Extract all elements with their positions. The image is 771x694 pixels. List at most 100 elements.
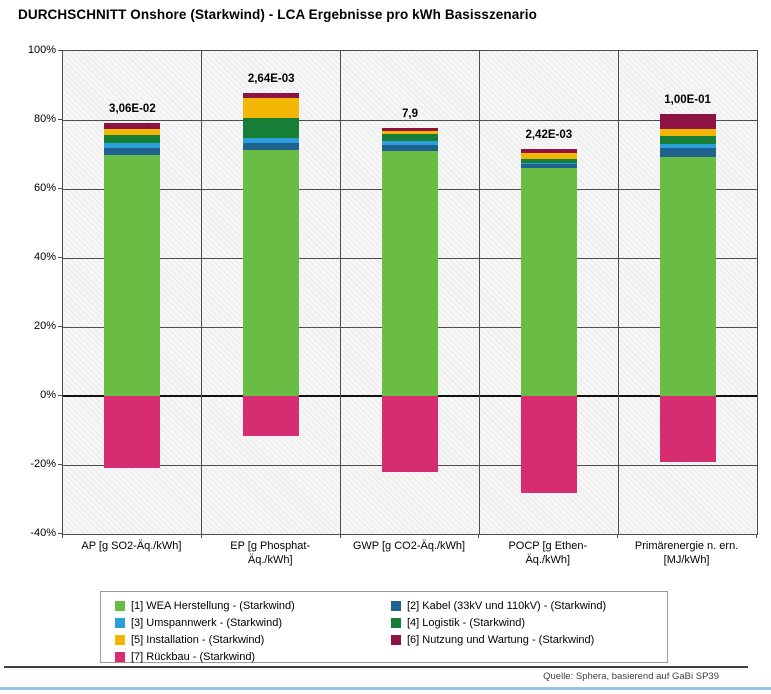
bar-segment-series2: [104, 148, 161, 156]
legend-item: [3] Umspannwerk - (Starkwind): [115, 616, 391, 630]
panel-divider: [478, 51, 480, 534]
legend-swatch-series1: [115, 601, 125, 611]
bar-value-label: 7,9: [402, 107, 418, 120]
x-category-label: GWP [g CO2-Äq./kWh]: [352, 540, 466, 552]
legend-item: [1] WEA Herstellung - (Starkwind): [115, 599, 391, 613]
legend-item: [2] Kabel (33kV und 110kV) - (Starkwind): [391, 599, 606, 613]
y-tick-label: 0%: [40, 389, 56, 401]
y-tick-label: 100%: [27, 44, 56, 56]
bar-segment-series3: [382, 141, 438, 145]
bar-segment-series4: [520, 158, 577, 163]
legend-swatch-series5: [115, 635, 125, 645]
bar-segment-series3: [104, 143, 161, 149]
x-category-label: EP [g Phosphat- Äq./kWh]: [230, 540, 311, 567]
x-tick-mark: [200, 534, 202, 538]
legend-item: [7] Rückbau - (Starkwind): [115, 650, 391, 664]
y-tick-mark: [58, 119, 62, 120]
legend-item: [6] Nutzung und Wartung - (Starkwind): [391, 633, 606, 647]
legend-label: [2] Kabel (33kV und 110kV) - (Starkwind): [407, 600, 607, 612]
bar-value-label: 1,00E-01: [664, 94, 711, 107]
bar-segment-series3: [659, 144, 716, 149]
bar-segment-series1: [243, 150, 300, 396]
bar-segment-series7: [520, 396, 577, 493]
y-tick-label: 80%: [33, 113, 56, 125]
x-tick-mark: [756, 534, 757, 538]
legend-swatch-series6: [391, 635, 401, 645]
legend-box: [1] WEA Herstellung - (Starkwind) [3] Ums…: [100, 591, 668, 663]
bar-segment-series2: [659, 148, 716, 157]
legend-item: [4] Logistik - (Starkwind): [391, 616, 606, 630]
legend-swatch-series7: [115, 652, 125, 662]
legend-swatch-series4: [391, 618, 401, 628]
x-category-label: POCP [g Ethen- Äq./kWh]: [508, 540, 588, 567]
x-tick-mark: [339, 534, 341, 538]
bar-segment-series5: [382, 130, 438, 135]
bar-segment-series7: [243, 396, 300, 436]
x-tick-mark: [617, 534, 619, 538]
legend-label: [1] WEA Herstellung - (Starkwind): [131, 600, 295, 612]
y-tick-mark: [58, 326, 62, 327]
panel-divider: [617, 51, 619, 534]
gridline-80: [63, 119, 757, 121]
bar-value-label: 2,42E-03: [525, 128, 573, 141]
y-tick-label: -40%: [30, 527, 56, 539]
bar-segment-series5: [659, 129, 716, 137]
y-tick-label: 20%: [33, 320, 56, 332]
bar-segment-series4: [243, 117, 300, 139]
y-tick-mark: [58, 257, 62, 258]
bar-segment-series5: [104, 129, 161, 135]
x-axis-labels: AP [g SO2-Äq./kWh] EP [g Phosphat- Äq./kW…: [62, 539, 756, 568]
plot-area: 3,06E-02 2,64E-03 7,9 2,42E-03 1,00E-01: [62, 50, 758, 535]
legend-label: [4] Logistik - (Starkwind): [407, 617, 525, 629]
bar-segment-series5: [243, 97, 300, 118]
legend-label: [6] Nutzung und Wartung - (Starkwind): [407, 634, 595, 646]
bar-segment-series1: [659, 156, 716, 396]
y-tick-label: 60%: [33, 182, 56, 194]
bottom-rule: [4, 666, 748, 668]
bar-segment-series1: [382, 151, 438, 396]
x-category-label: AP [g SO2-Äq./kWh]: [81, 540, 182, 552]
bar-segment-series7: [104, 396, 161, 469]
chart-title: DURCHSCHNITT Onshore (Starkwind) - LCA E…: [18, 7, 537, 22]
legend-swatch-series2: [391, 601, 401, 611]
source-caption: Quelle: Sphera, basierend auf GaBi SP39: [543, 671, 719, 682]
y-tick-mark: [58, 395, 62, 396]
y-tick-mark: [58, 533, 62, 534]
bar-segment-series2: [520, 164, 577, 168]
bar-segment-series4: [104, 134, 161, 144]
legend-column: [2] Kabel (33kV und 110kV) - (Starkwind)…: [391, 599, 606, 662]
bar-segment-series6: [243, 93, 300, 98]
bar-segment-series4: [659, 136, 716, 145]
legend-label: [3] Umspannwerk - (Starkwind): [131, 617, 282, 629]
bar-value-label: 2,64E-03: [247, 73, 295, 86]
bar-value-label: 3,06E-02: [109, 103, 156, 116]
bar-segment-series3: [520, 162, 577, 165]
legend-label: [7] Rückbau - (Starkwind): [131, 651, 256, 663]
bar-segment-series6: [382, 127, 438, 131]
legend-swatch-series3: [115, 618, 125, 628]
bar-segment-series2: [382, 144, 438, 152]
y-tick-mark: [58, 188, 62, 189]
x-tick-mark: [478, 534, 480, 538]
bar-segment-series1: [520, 167, 577, 396]
bar-segment-series6: [520, 148, 577, 153]
y-tick-label: -20%: [30, 458, 56, 470]
bar-segment-series7: [382, 396, 438, 472]
y-tick-label: 40%: [33, 251, 56, 263]
x-tick-mark: [62, 534, 63, 538]
bar-segment-series5: [520, 152, 577, 159]
bar-segment-series3: [243, 138, 300, 144]
bar-segment-series7: [659, 396, 716, 462]
bar-segment-series6: [659, 114, 716, 130]
bar-segment-series2: [243, 143, 300, 151]
legend-item: [5] Installation - (Starkwind): [115, 633, 391, 647]
bar-segment-series4: [382, 134, 438, 142]
bar-segment-series6: [104, 123, 161, 130]
bottom-accent-line: [0, 687, 771, 690]
bar-segment-series1: [104, 155, 161, 396]
y-tick-mark: [58, 50, 62, 51]
panel-divider: [340, 51, 342, 534]
panel-divider: [201, 51, 203, 534]
legend-column: [1] WEA Herstellung - (Starkwind) [3] Ums…: [115, 599, 391, 664]
